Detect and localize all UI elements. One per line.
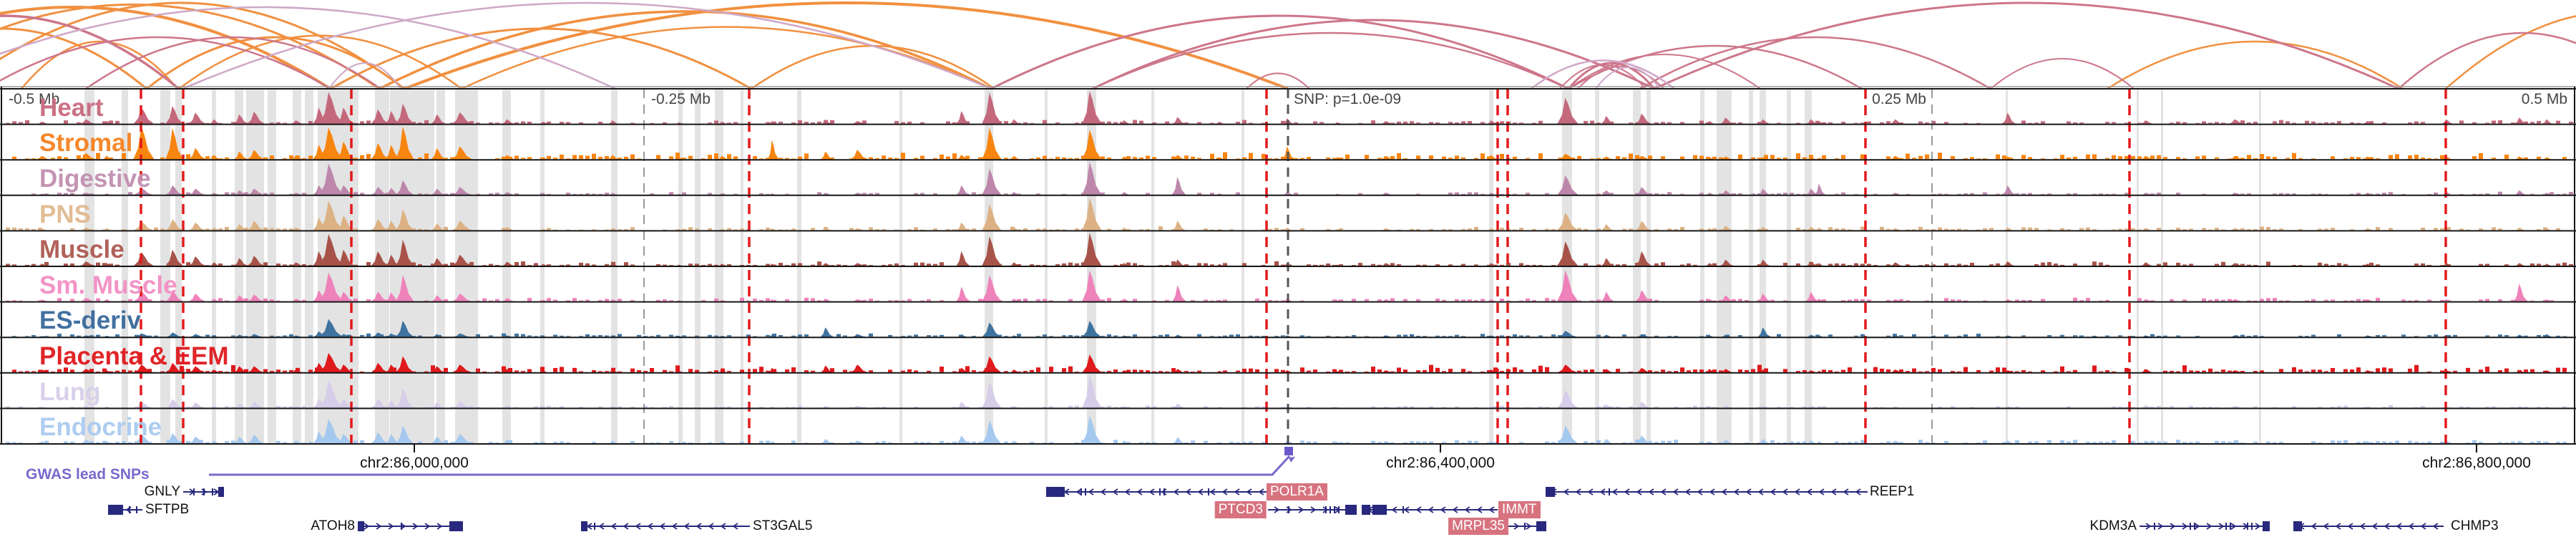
track-signal-placenta — [12, 352, 2567, 373]
gene-label-st3gal5: ST3GAL5 — [753, 518, 813, 533]
gene-POLR1A — [1046, 487, 1267, 497]
gene-SFTPB — [108, 505, 142, 515]
interaction-arcs — [0, 1, 2576, 89]
gene-label-sftpb: SFTPB — [145, 502, 190, 517]
track-signal-lung — [6, 374, 2567, 409]
gene-PTCD3 — [1268, 505, 1357, 515]
chrom-label-86400000: chr2:86,400,000 — [1386, 455, 1495, 471]
gene-label-gnly: GNLY — [144, 484, 180, 499]
track-label-digestive: Digestive — [39, 165, 151, 193]
track-label-stromal: Stromal — [39, 129, 133, 158]
gene-label-immt: IMMT — [1498, 501, 1541, 518]
ruler-label-minus-0-5mb: -0.5 Mb — [9, 91, 60, 107]
track-signal-endocrine — [6, 415, 2567, 444]
gene-label-ptcd3: PTCD3 — [1214, 501, 1267, 518]
gene-label-polr1a: POLR1A — [1267, 483, 1327, 500]
ruler-label-0-5mb: 0.5 Mb — [2521, 91, 2567, 107]
track-label-pns: PNS — [39, 200, 91, 228]
track-borders — [0, 86, 2576, 445]
chrom-label-86800000: chr2:86,800,000 — [2422, 455, 2531, 471]
gene-ST3GAL5 — [581, 521, 750, 531]
chrom-label-86000000: chr2:86,000,000 — [360, 455, 469, 471]
gene-KDM3A — [2140, 521, 2270, 531]
gene-label-reep1: REEP1 — [1870, 484, 1915, 499]
ruler-label-0-25mb: 0.25 Mb — [1872, 91, 1926, 107]
ruler-label-minus-0-25mb: -0.25 Mb — [651, 91, 711, 107]
track-signal-heart — [6, 91, 2573, 125]
gene-IMMT — [1362, 505, 1498, 515]
red-dashed-snp-lines — [140, 89, 2447, 444]
gene-label-mrpl35: MRPL35 — [1448, 518, 1508, 535]
track-label-placenta: Placenta & EEM — [39, 342, 229, 370]
gwas-lead-snps-track — [209, 447, 1295, 476]
gene-label-chmp3: CHMP3 — [2451, 518, 2499, 533]
track-label-lung: Lung — [39, 377, 101, 406]
gene-REEP1 — [1546, 487, 1868, 497]
track-label-endocrine: Endocrine — [39, 413, 162, 442]
gene-ATOH8 — [358, 521, 463, 531]
track-label-heart: Heart — [39, 93, 104, 122]
track-signal-sm_muscle — [6, 270, 2555, 302]
snp-pvalue-label: SNP: p=1.0e-09 — [1294, 91, 1402, 107]
gene-GNLY — [183, 487, 224, 497]
track-signal-es_deriv — [12, 319, 2567, 338]
track-label-sm-muscle: Sm. Muscle — [39, 271, 177, 299]
track-signal-muscle — [6, 233, 2573, 266]
track-label-es-deriv: ES-deriv — [39, 306, 141, 335]
gene-CHMP3 — [2293, 521, 2444, 531]
track-signal-stromal — [12, 126, 2567, 160]
gene-label-kdm3a: KDM3A — [2089, 518, 2137, 533]
track-signal-pns — [6, 197, 2560, 231]
track-label-muscle: Muscle — [39, 236, 125, 264]
gwas-lead-snps-label: GWAS lead SNPs — [26, 466, 150, 483]
gene-MRPL35 — [1508, 521, 1546, 531]
chromosome-ticks — [414, 444, 2477, 453]
gene-label-atoh8: ATOH8 — [311, 518, 355, 533]
